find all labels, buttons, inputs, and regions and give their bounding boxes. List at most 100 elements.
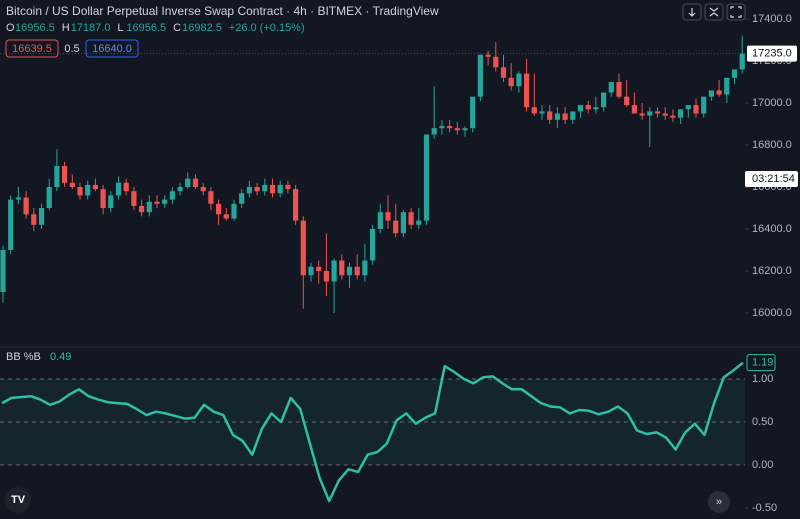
candle-body [293, 189, 299, 221]
ohlc-label: O [6, 22, 15, 34]
candle-body [577, 105, 584, 112]
candle-body [108, 195, 114, 208]
indicator-value: 0.49 [50, 351, 71, 363]
candle-body [493, 56, 499, 68]
candle-body [62, 166, 68, 183]
ohlc-value: 17187.0 [71, 22, 111, 34]
ohlc-label: L [117, 22, 123, 34]
candle-body [678, 109, 684, 118]
candle-body [231, 203, 237, 219]
maximize-button[interactable] [726, 3, 746, 21]
candle-body [554, 113, 560, 120]
candle-body [323, 271, 329, 282]
down-button[interactable] [682, 3, 702, 21]
candle-body [123, 182, 129, 192]
candle-body [477, 54, 483, 97]
candle-body [131, 191, 137, 206]
candle-body [616, 82, 622, 97]
candle-body [547, 111, 553, 120]
candle-body [624, 96, 630, 106]
candle-body [15, 197, 21, 200]
candle-body [423, 134, 430, 221]
candle-body [316, 266, 322, 271]
candle-body [393, 220, 399, 234]
candle-body [662, 113, 668, 116]
candle-body [85, 184, 91, 196]
candle-body [370, 229, 376, 261]
candle-body [339, 260, 345, 276]
candle-body [8, 199, 14, 250]
candle-body [223, 214, 229, 219]
candle-body [524, 73, 530, 108]
candle-body [724, 77, 730, 95]
y-tick-label: 0.50 [752, 416, 773, 428]
candle-body [400, 212, 406, 234]
candle-body [531, 107, 537, 114]
candle-body [277, 184, 283, 194]
last-price: 17235.0 [752, 48, 792, 60]
candle-body [115, 182, 122, 196]
candle-body [631, 105, 637, 114]
candle-body [454, 128, 460, 131]
title: Bitcoin / US Dollar Perpetual Inverse Sw… [6, 4, 439, 18]
candle-body [377, 212, 383, 229]
candle-body [69, 182, 75, 187]
candle-body [354, 266, 360, 276]
candle-body [585, 105, 591, 110]
candle-body [508, 77, 514, 87]
candle-body [716, 90, 722, 95]
candle-body [685, 105, 691, 110]
ohlc: O 16956.5 H 17187.0 L 16956.5 C 16982.5 +26.0 (+… [6, 22, 305, 34]
header: Bitcoin / US Dollar Perpetual Inverse Sw… [5, 4, 439, 58]
candle-body [246, 187, 252, 194]
icon [730, 6, 742, 18]
candle-body [92, 184, 98, 190]
icon [688, 8, 696, 17]
last-value: 1.19 [752, 357, 773, 369]
collapse-button[interactable] [704, 3, 724, 21]
tv-logo: TV [5, 487, 31, 513]
ohlc-value: 16982.5 [182, 22, 222, 34]
candle-body [54, 166, 60, 187]
buy-button[interactable] [85, 39, 139, 58]
ohlc-label: C [173, 22, 181, 34]
candle-body [562, 113, 568, 120]
candle-body [46, 187, 52, 208]
y-tick-label: 0.00 [752, 459, 773, 471]
change: +26.0 (+0.15%) [229, 22, 305, 34]
scroll-button[interactable]: » [708, 491, 730, 513]
ohlc-value: 16956.5 [126, 22, 166, 34]
y-tick-label: 17400.0 [752, 13, 792, 25]
candle-body [731, 69, 738, 78]
candle-body [362, 260, 368, 276]
candle-body [146, 201, 152, 213]
candle-body [285, 184, 291, 190]
y-tick-label: 16000.0 [752, 307, 792, 319]
candle-body [346, 266, 353, 276]
candle-body [439, 126, 445, 129]
candle-body [216, 203, 222, 215]
candle-body [739, 53, 745, 70]
bb-line [1, 361, 744, 503]
candle-body [408, 212, 414, 225]
candle-body [670, 115, 676, 118]
last-price-tag [747, 45, 797, 62]
candle-body [177, 187, 183, 192]
candle-body [516, 73, 522, 87]
candle-body [639, 113, 645, 116]
svg-text:TV: TV [11, 494, 26, 506]
countdown: 03:21:54 [752, 173, 795, 185]
y-tick-label: 17000.0 [752, 97, 792, 109]
candle-body [593, 107, 599, 110]
spread: 0.5 [64, 43, 79, 55]
candle-body [539, 111, 545, 114]
last-value-tag [746, 354, 776, 372]
sell-button[interactable] [5, 39, 59, 58]
candle-body [385, 212, 391, 221]
candle-body [154, 201, 160, 204]
y-tick-label: 16400.0 [752, 223, 792, 235]
candle-body [462, 128, 468, 131]
candle-body [269, 184, 276, 194]
